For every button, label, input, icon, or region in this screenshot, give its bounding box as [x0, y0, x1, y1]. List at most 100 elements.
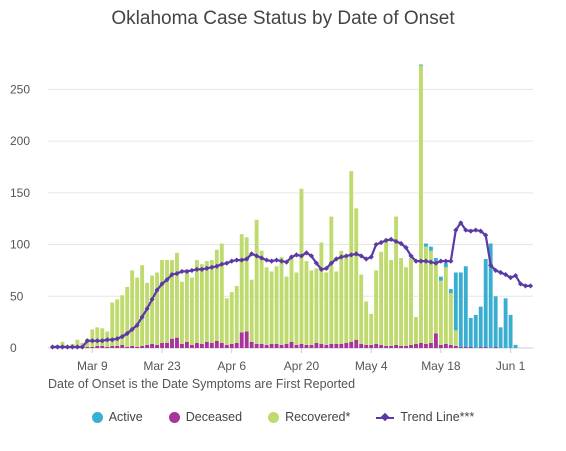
bar-recovered — [249, 279, 254, 342]
trend-point — [478, 228, 484, 234]
bar-active — [478, 306, 483, 347]
bar-active — [443, 263, 448, 268]
bar-deceased — [319, 343, 324, 348]
bar-deceased — [105, 346, 110, 348]
bar-deceased — [229, 343, 234, 348]
bar-recovered — [120, 295, 125, 345]
trend-point — [69, 344, 76, 350]
legend: Active Deceased Recovered* Trend Line*** — [0, 410, 566, 424]
bar-deceased — [438, 344, 443, 348]
bar-deceased — [140, 345, 145, 348]
x-tick-label: Jun 1 — [496, 359, 526, 373]
legend-label-active: Active — [108, 410, 143, 424]
bar-recovered — [110, 302, 115, 346]
bar-recovered — [339, 250, 344, 344]
trend-point — [254, 253, 260, 259]
trend-point — [179, 268, 185, 275]
trend-point — [308, 253, 315, 259]
bar-recovered — [239, 234, 244, 333]
trend-point — [283, 259, 290, 265]
bar-deceased — [478, 346, 483, 348]
trend-point — [84, 338, 90, 344]
bar-deceased — [339, 343, 344, 348]
trend-point — [139, 314, 145, 320]
bar-deceased — [244, 331, 249, 348]
bar-recovered — [319, 242, 324, 344]
trend-point — [403, 245, 409, 251]
y-tick-label: 50 — [10, 289, 24, 303]
bar-deceased — [443, 343, 448, 348]
trend-point — [453, 227, 459, 233]
bar-deceased — [384, 345, 389, 348]
bar-deceased — [324, 344, 329, 348]
bar-active — [433, 258, 438, 262]
trend-point — [159, 281, 165, 287]
bar-recovered — [324, 272, 329, 345]
legend-label-recovered: Recovered* — [285, 410, 351, 424]
trend-point — [493, 267, 499, 274]
bar-recovered — [409, 258, 413, 345]
bar-deceased — [224, 344, 229, 348]
bar-deceased — [344, 342, 349, 348]
trend-point — [154, 287, 160, 293]
trend-point — [199, 266, 205, 272]
bar-recovered — [234, 285, 239, 343]
bar-recovered — [170, 260, 174, 339]
legend-item-recovered[interactable]: Recovered* — [268, 410, 350, 424]
trend-point — [353, 251, 359, 257]
trend-point — [149, 296, 155, 302]
legend-swatch-active — [91, 411, 103, 423]
legend-item-active[interactable]: Active — [91, 410, 143, 424]
bar-recovered — [419, 65, 423, 343]
trend-point — [109, 337, 115, 343]
trend-point — [488, 262, 494, 268]
trend-point — [264, 257, 270, 263]
bar-recovered — [219, 243, 224, 343]
trend-point — [164, 277, 170, 283]
bar-recovered — [155, 272, 159, 345]
trend-point — [413, 258, 419, 264]
bar-deceased — [404, 345, 408, 348]
trend-point — [189, 267, 195, 274]
bar-active — [424, 243, 428, 247]
trend-point — [229, 258, 235, 264]
trend-point — [463, 227, 469, 233]
trend-point — [418, 258, 424, 264]
bar-active — [463, 266, 468, 347]
bar-recovered — [175, 252, 179, 338]
trend-point — [338, 254, 344, 260]
bar-recovered — [364, 301, 369, 345]
bar-deceased — [409, 344, 413, 348]
trend-point — [383, 237, 389, 244]
bar-recovered — [438, 280, 443, 345]
bar-recovered — [209, 260, 214, 343]
bar-recovered — [309, 270, 314, 345]
chart-title: Oklahoma Case Status by Date of Onset — [111, 8, 455, 29]
trend-point — [408, 253, 414, 259]
bar-recovered — [189, 277, 194, 345]
legend-item-deceased[interactable]: Deceased — [168, 410, 242, 424]
trend-point — [323, 265, 329, 271]
bar-recovered — [314, 268, 319, 343]
trend-point — [428, 259, 434, 265]
bar-active — [468, 318, 473, 347]
bar-deceased — [453, 345, 458, 348]
x-tick-label: Mar 23 — [143, 359, 181, 373]
trend-point — [54, 344, 61, 350]
bar-deceased — [468, 346, 473, 348]
bar-active — [498, 327, 503, 348]
legend-item-trend[interactable]: Trend Line*** — [376, 410, 474, 424]
bar-recovered — [204, 261, 209, 342]
bar-recovered — [145, 282, 150, 345]
bar-deceased — [95, 345, 100, 348]
bar-recovered — [399, 258, 403, 346]
trend-point — [209, 264, 215, 270]
bar-deceased — [150, 343, 155, 348]
bar-active — [448, 289, 453, 294]
bar-recovered — [299, 188, 304, 344]
bar-recovered — [279, 256, 284, 345]
trend-point — [124, 330, 130, 337]
trend-point — [373, 241, 379, 248]
bar-recovered — [379, 251, 384, 345]
